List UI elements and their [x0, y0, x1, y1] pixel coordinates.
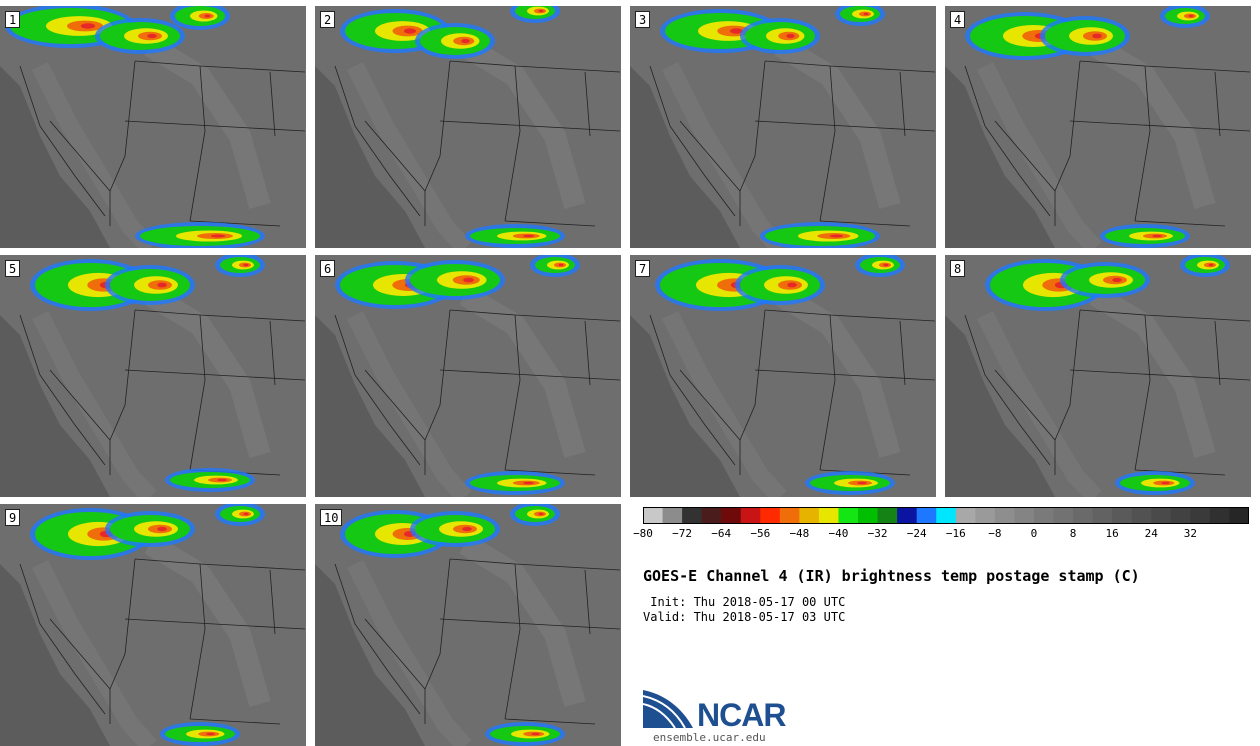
panel-label: 2 — [320, 11, 336, 28]
valid-time: Valid: Thu 2018-05-17 03 UTC — [643, 610, 846, 624]
colorbar-swatch — [760, 507, 781, 524]
colorbar-tick: 32 — [1183, 527, 1197, 540]
ir-map-10 — [315, 504, 621, 746]
member-panel-2: 2 — [315, 6, 621, 248]
colorbar-tick: −16 — [945, 527, 966, 540]
colorbar-tick: 16 — [1105, 527, 1119, 540]
colorbar-tick: −32 — [867, 527, 888, 540]
colorbar-swatch — [1053, 507, 1074, 524]
colorbar-swatch — [1092, 507, 1113, 524]
colorbar-swatch — [682, 507, 703, 524]
ir-map-1 — [0, 6, 306, 248]
init-time: Init: Thu 2018-05-17 00 UTC — [643, 595, 846, 609]
colorbar-swatch — [1151, 507, 1172, 524]
colorbar-swatch — [1131, 507, 1152, 524]
colorbar-swatch — [662, 507, 683, 524]
panel-label: 4 — [950, 11, 966, 28]
colorbar-swatch — [936, 507, 957, 524]
colorbar-tick: −56 — [750, 527, 771, 540]
colorbar-swatch — [701, 507, 722, 524]
ncar-logo-icon — [643, 690, 693, 729]
colorbar-tick: −48 — [789, 527, 810, 540]
ir-map-6 — [315, 255, 621, 497]
panel-label: 6 — [320, 260, 336, 277]
ir-map-2 — [315, 6, 621, 248]
colorbar-tick: 24 — [1144, 527, 1158, 540]
colorbar-tick: −8 — [988, 527, 1002, 540]
colorbar-swatch — [643, 507, 664, 524]
colorbar-tick: −24 — [906, 527, 927, 540]
member-panel-3: 3 — [630, 6, 936, 248]
colorbar-swatch — [1229, 507, 1249, 524]
member-panel-10: 10 — [315, 504, 621, 746]
colorbar-tick: −40 — [828, 527, 849, 540]
member-panel-1: 1 — [0, 6, 306, 248]
colorbar-tick: −64 — [711, 527, 732, 540]
colorbar-swatch — [1073, 507, 1094, 524]
colorbar-swatch — [1190, 507, 1211, 524]
ir-map-3 — [630, 6, 936, 248]
colorbar-tick: 0 — [1030, 527, 1038, 540]
colorbar-swatch — [838, 507, 859, 524]
ir-map-7 — [630, 255, 936, 497]
colorbar-swatch — [779, 507, 800, 524]
panel-label: 5 — [5, 260, 21, 277]
member-panel-5: 5 — [0, 255, 306, 497]
member-panel-9: 9 — [0, 504, 306, 746]
colorbar-swatch — [897, 507, 918, 524]
colorbar-swatch — [818, 507, 839, 524]
colorbar-tick: −72 — [672, 527, 693, 540]
colorbar — [643, 507, 1249, 524]
colorbar-swatch — [1014, 507, 1035, 524]
panel-label: 9 — [5, 509, 21, 526]
figure-title: GOES-E Channel 4 (IR) brightness temp po… — [643, 567, 1140, 585]
colorbar-tick: 8 — [1069, 527, 1077, 540]
colorbar-swatch — [740, 507, 761, 524]
colorbar-swatch — [858, 507, 879, 524]
colorbar-swatch — [1033, 507, 1055, 524]
colorbar-swatch — [994, 507, 1015, 524]
panel-label: 3 — [635, 11, 651, 28]
colorbar-swatch — [1170, 507, 1191, 524]
panel-label: 10 — [320, 509, 343, 526]
site-url: ensemble.ucar.edu — [653, 731, 766, 744]
panel-label: 8 — [950, 260, 966, 277]
ir-map-9 — [0, 504, 306, 746]
colorbar-swatch — [1112, 507, 1133, 524]
member-panel-7: 7 — [630, 255, 936, 497]
colorbar-ticks: −80 −72 −64 −56 −48 −40 −32 −24 −16 −8 0… — [633, 527, 1253, 543]
member-panel-8: 8 — [945, 255, 1251, 497]
panel-label: 1 — [5, 11, 21, 28]
colorbar-swatch — [916, 507, 937, 524]
ir-map-5 — [0, 255, 306, 497]
ir-map-8 — [945, 255, 1251, 497]
ir-map-4 — [945, 6, 1251, 248]
colorbar-swatch — [1209, 507, 1230, 524]
colorbar-swatch — [877, 507, 898, 524]
ncar-logo-text: NCAR — [697, 697, 786, 733]
colorbar-swatch — [799, 507, 820, 524]
member-panel-6: 6 — [315, 255, 621, 497]
member-panel-4: 4 — [945, 6, 1251, 248]
panel-label: 7 — [635, 260, 651, 277]
colorbar-swatch — [721, 507, 742, 524]
colorbar-swatch — [955, 507, 976, 524]
colorbar-tick: −80 — [633, 527, 653, 540]
colorbar-swatch — [975, 507, 996, 524]
